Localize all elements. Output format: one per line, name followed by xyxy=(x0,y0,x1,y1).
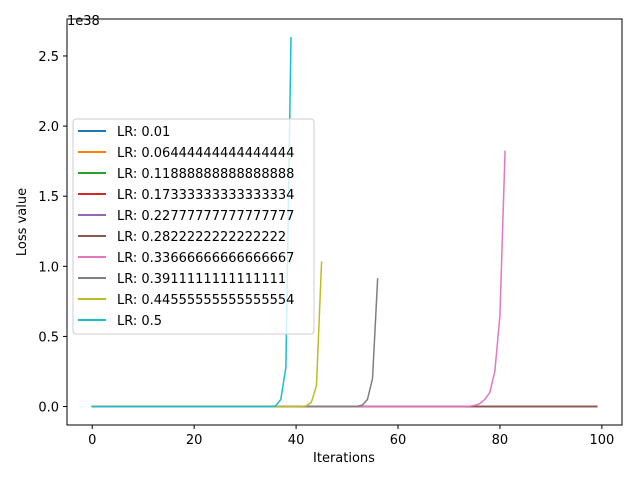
legend-label: LR: 0.01 xyxy=(117,125,170,140)
y-axis-ticks: 0.0 0.5 1.0 1.5 2.0 2.5 xyxy=(38,50,67,416)
legend-label: LR: 0.06444444444444444 xyxy=(117,146,294,161)
legend-label: LR: 0.33666666666666667 xyxy=(117,251,294,266)
y-tick-label: 0.5 xyxy=(38,330,59,345)
y-tick-label: 2.5 xyxy=(38,50,59,65)
legend-label: LR: 0.17333333333333334 xyxy=(117,188,294,203)
x-axis-ticks: 0 20 40 60 80 100 xyxy=(88,425,614,448)
legend-label: LR: 0.22777777777777777 xyxy=(117,209,294,224)
x-tick-label: 0 xyxy=(88,433,96,448)
legend-label: LR: 0.11888888888888888 xyxy=(117,167,294,182)
y-axis-label: Loss value xyxy=(15,188,30,256)
legend-label: LR: 0.5 xyxy=(117,314,162,329)
series-line-8 xyxy=(91,278,379,408)
legend-label: LR: 0.2822222222222222 xyxy=(117,230,286,245)
x-tick-label: 40 xyxy=(288,433,305,448)
x-axis-label: Iterations xyxy=(313,451,375,466)
x-tick-label: 20 xyxy=(186,433,203,448)
legend-box xyxy=(72,118,315,335)
y-offset-label: 1e38 xyxy=(67,14,100,29)
x-tick-label: 60 xyxy=(390,433,407,448)
legend-label: LR: 0.3911111111111111 xyxy=(117,272,286,287)
y-tick-label: 0.0 xyxy=(38,401,59,416)
legend: LR: 0.01 LR: 0.06444444444444444 LR: 0.118… xyxy=(72,118,315,335)
y-tick-label: 1.0 xyxy=(38,260,59,275)
series-line-7 xyxy=(91,150,506,408)
x-tick-label: 80 xyxy=(492,433,509,448)
x-tick-label: 100 xyxy=(589,433,614,448)
plot-area-frame xyxy=(66,18,623,426)
y-tick-label: 1.5 xyxy=(38,190,59,205)
y-tick-label: 2.0 xyxy=(38,120,59,135)
legend-label: LR: 0.44555555555555554 xyxy=(117,293,294,308)
